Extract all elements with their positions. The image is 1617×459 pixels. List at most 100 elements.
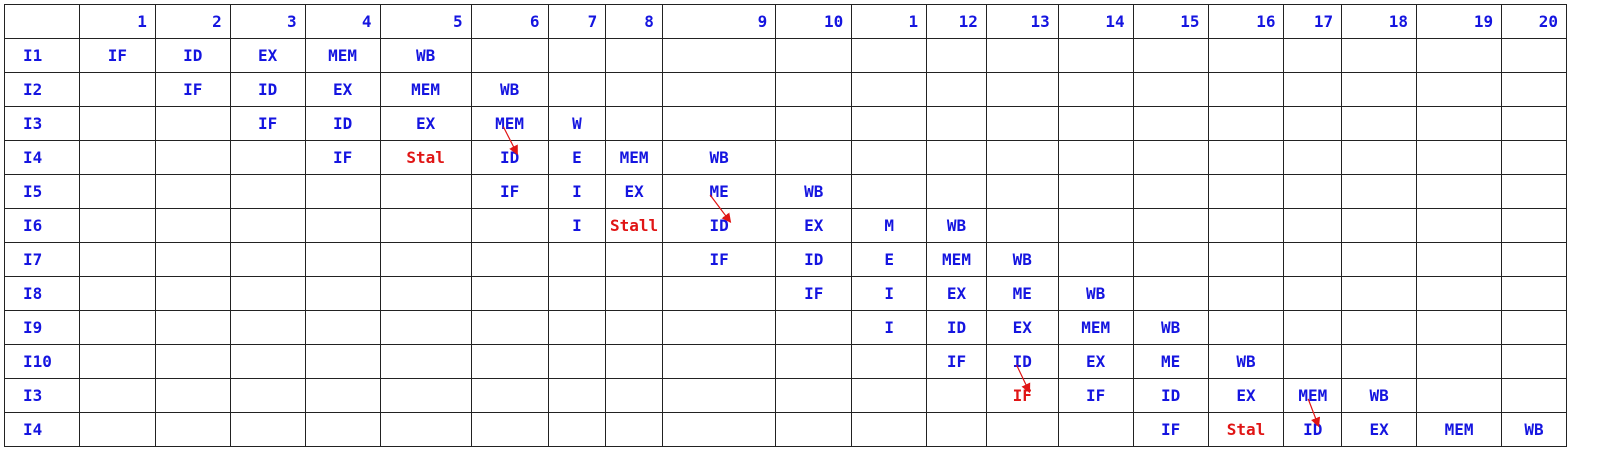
- stage-cell: [1416, 106, 1503, 141]
- stage-cell: [1416, 38, 1503, 73]
- cycle-header: 19: [1416, 4, 1503, 39]
- stage-cell: [1341, 140, 1418, 175]
- stage-cell: EX: [379, 106, 472, 141]
- stage-cell: [1057, 140, 1134, 175]
- stage-cell: [926, 140, 987, 175]
- stage-cell: [229, 344, 306, 379]
- stage-cell: [547, 412, 607, 447]
- stage-cell: ID: [926, 310, 987, 345]
- stage-cell: [926, 72, 987, 107]
- stage-cell: [379, 276, 472, 311]
- stage-cell: [1416, 242, 1503, 277]
- stage-cell: IF: [470, 174, 549, 209]
- cycle-header: 4: [304, 4, 381, 39]
- stage-cell: I: [851, 276, 928, 311]
- instruction-row: I10 IF ID EX ME WB: [4, 344, 1567, 379]
- stage-cell: [304, 208, 381, 243]
- stage-cell: IF: [78, 38, 156, 73]
- cycle-header: 5: [379, 4, 472, 39]
- stage-cell: [154, 106, 231, 141]
- stage-cell: ID: [1283, 412, 1343, 447]
- stage-cell: [229, 378, 306, 413]
- stage-cell: [605, 276, 663, 311]
- stage-cell: [1416, 378, 1503, 413]
- stage-cell: [379, 242, 472, 277]
- stage-cell: [1341, 344, 1418, 379]
- stage-cell: [1057, 72, 1134, 107]
- stage-cell: [154, 208, 231, 243]
- stage-cell: WB: [470, 72, 549, 107]
- stage-cell: [1132, 38, 1209, 73]
- stage-cell: [547, 242, 607, 277]
- stage-cell: [661, 310, 777, 345]
- stage-cell: [605, 310, 663, 345]
- stage-cell: I: [851, 310, 928, 345]
- stage-cell: [775, 378, 853, 413]
- instruction-row: I2 IF ID EX MEM WB: [4, 72, 1567, 107]
- stage-cell: [926, 378, 987, 413]
- instruction-row: I7 IF ID E MEM WB: [4, 242, 1567, 277]
- stage-cell: [1341, 72, 1418, 107]
- stage-cell: [1501, 310, 1567, 345]
- instruction-row: I5 IF I EX ME WB: [4, 174, 1567, 209]
- stage-cell: IF: [775, 276, 853, 311]
- stage-cell: [1341, 242, 1418, 277]
- stage-cell: [1207, 140, 1285, 175]
- stage-cell: [1057, 38, 1134, 73]
- stage-cell: [1132, 242, 1209, 277]
- stage-cell: [985, 140, 1059, 175]
- stage-cell: [78, 174, 156, 209]
- instruction-label: I3: [4, 378, 80, 413]
- stage-cell: [1207, 106, 1285, 141]
- stall-cell: IF: [985, 378, 1059, 413]
- cycle-header: 7: [547, 4, 607, 39]
- stage-cell: MEM: [926, 242, 987, 277]
- stage-cell: [775, 106, 853, 141]
- cycle-header: 13: [985, 4, 1059, 39]
- corner-cell: [4, 4, 80, 39]
- stage-cell: [1207, 38, 1285, 73]
- stage-cell: ID: [775, 242, 853, 277]
- stage-cell: MEM: [1283, 378, 1343, 413]
- stage-cell: MEM: [470, 106, 549, 141]
- stage-cell: WB: [1501, 412, 1567, 447]
- stage-cell: [851, 412, 928, 447]
- stage-cell: [1132, 276, 1209, 311]
- stage-cell: MEM: [304, 38, 381, 73]
- stage-cell: [304, 276, 381, 311]
- stage-cell: M: [851, 208, 928, 243]
- stage-cell: EX: [775, 208, 853, 243]
- stage-cell: [1501, 242, 1567, 277]
- stage-cell: [1501, 276, 1567, 311]
- stage-cell: E: [547, 140, 607, 175]
- stage-cell: [379, 208, 472, 243]
- stage-cell: [1283, 242, 1343, 277]
- stage-cell: IF: [926, 344, 987, 379]
- stage-cell: [78, 412, 156, 447]
- stage-cell: [985, 412, 1059, 447]
- stage-cell: [547, 276, 607, 311]
- stage-cell: [379, 378, 472, 413]
- cycle-header: 8: [605, 4, 663, 39]
- stage-cell: W: [547, 106, 607, 141]
- stage-cell: [1416, 208, 1503, 243]
- stage-cell: IF: [1057, 378, 1134, 413]
- stage-cell: [547, 72, 607, 107]
- stage-cell: [154, 310, 231, 345]
- cycle-header: 2: [154, 4, 231, 39]
- stage-cell: [1283, 174, 1343, 209]
- stage-cell: [78, 276, 156, 311]
- instruction-label: I4: [4, 140, 80, 175]
- stage-cell: [1207, 208, 1285, 243]
- stage-cell: [605, 344, 663, 379]
- stage-cell: [775, 310, 853, 345]
- stage-cell: [1283, 38, 1343, 73]
- stage-cell: [379, 310, 472, 345]
- stage-cell: [1283, 344, 1343, 379]
- stage-cell: EX: [229, 38, 306, 73]
- stage-cell: [154, 140, 231, 175]
- stage-cell: [1207, 72, 1285, 107]
- stage-cell: [661, 106, 777, 141]
- stage-cell: [1416, 72, 1503, 107]
- stage-cell: [851, 378, 928, 413]
